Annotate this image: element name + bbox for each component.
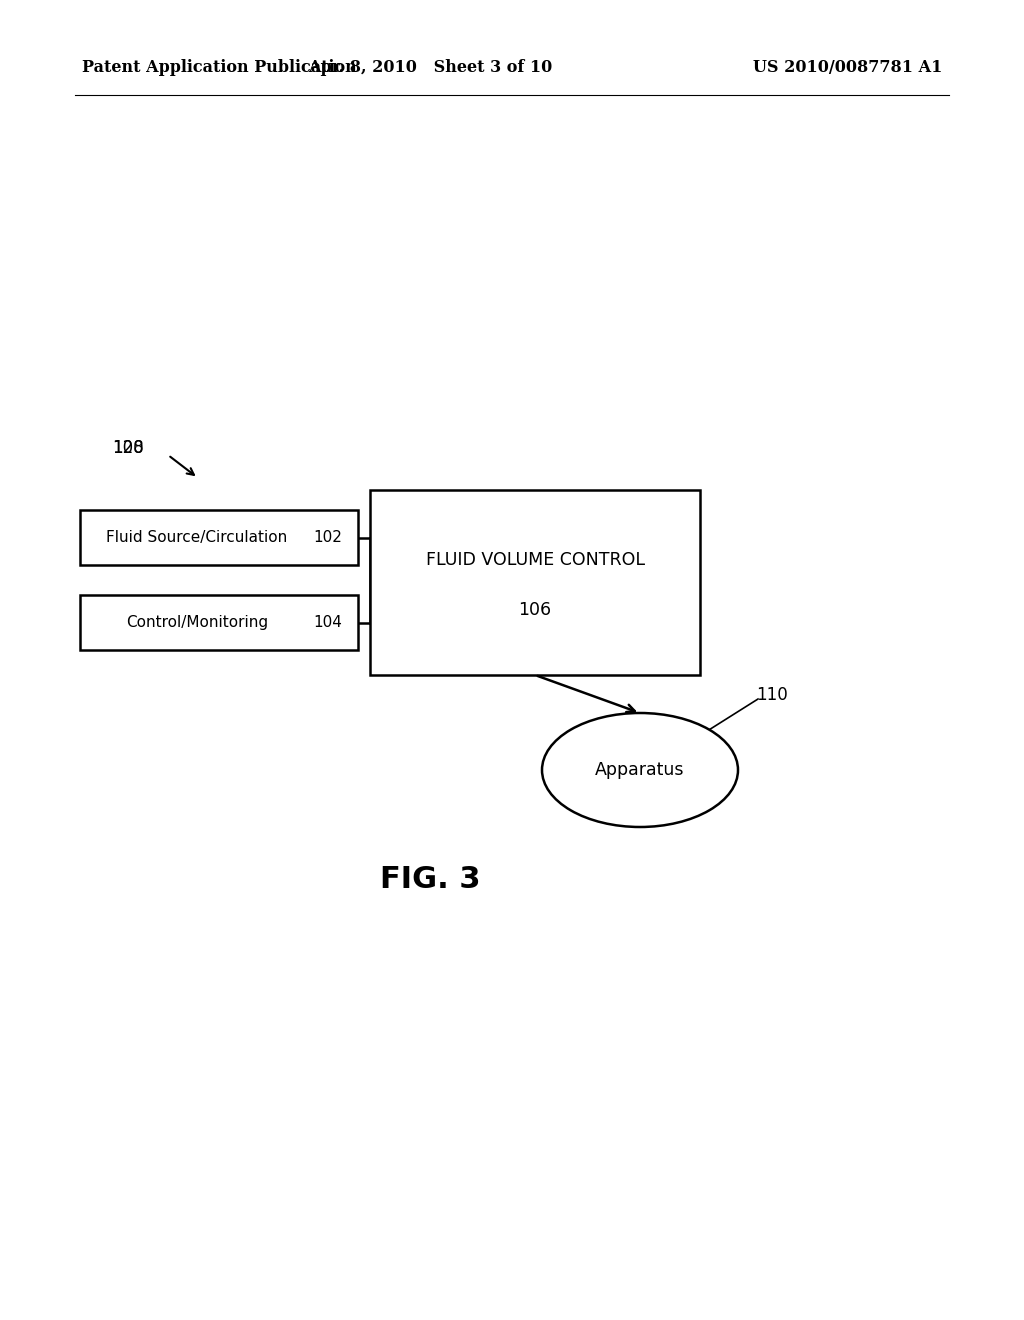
Text: Patent Application Publication: Patent Application Publication xyxy=(82,59,356,77)
Text: 110: 110 xyxy=(756,686,787,704)
Text: 106: 106 xyxy=(518,601,552,619)
Text: 104: 104 xyxy=(313,615,342,630)
Bar xyxy=(80,595,358,649)
Text: 128: 128 xyxy=(112,440,144,457)
Text: Control/Monitoring: Control/Monitoring xyxy=(126,615,268,630)
Text: FIG. 3: FIG. 3 xyxy=(380,866,480,895)
Text: 100: 100 xyxy=(113,440,143,457)
Ellipse shape xyxy=(542,713,738,828)
Text: FLUID VOLUME CONTROL: FLUID VOLUME CONTROL xyxy=(426,552,644,569)
Text: Fluid Source/Circulation: Fluid Source/Circulation xyxy=(106,531,288,545)
Text: 102: 102 xyxy=(313,531,342,545)
Text: Apparatus: Apparatus xyxy=(595,762,685,779)
Bar xyxy=(80,510,358,565)
Text: US 2010/0087781 A1: US 2010/0087781 A1 xyxy=(753,59,942,77)
Text: Apr. 8, 2010   Sheet 3 of 10: Apr. 8, 2010 Sheet 3 of 10 xyxy=(308,59,552,77)
Bar xyxy=(370,490,700,675)
